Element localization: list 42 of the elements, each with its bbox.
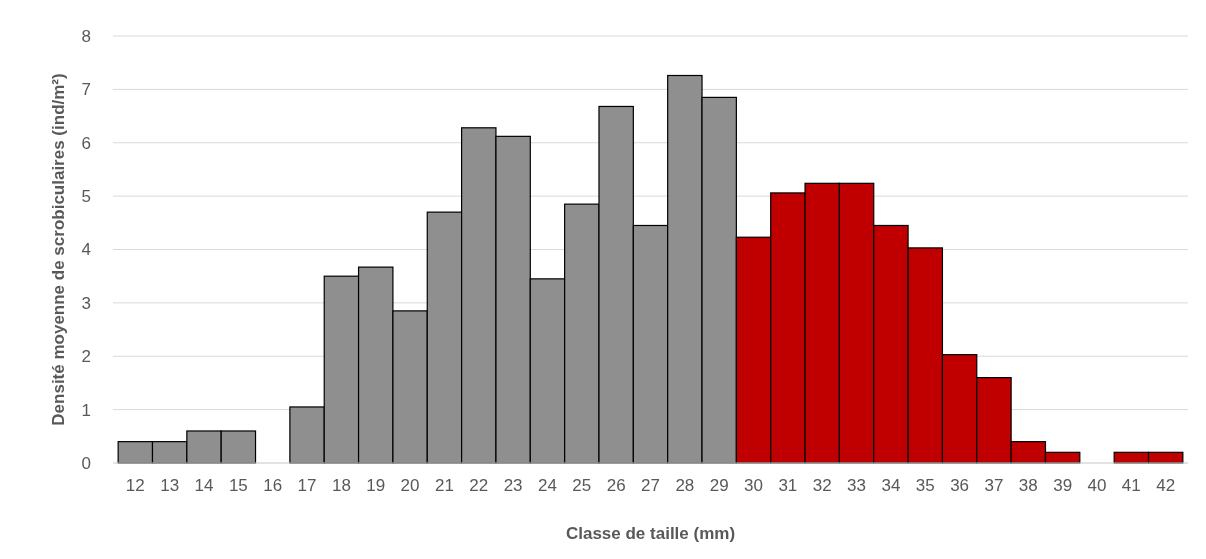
x-tick-label: 41	[1121, 476, 1141, 495]
x-tick-label: 20	[400, 476, 420, 495]
x-tick-label: 15	[228, 476, 248, 495]
y-tick-label: 8	[81, 26, 91, 46]
y-axis-title: Densité moyenne de scrobiculaires (ind/m²)	[49, 73, 68, 426]
x-tick-label: 21	[434, 476, 454, 495]
x-tick-label: 29	[709, 476, 729, 495]
x-tick-label: 22	[469, 476, 489, 495]
x-tick-label: 36	[950, 476, 970, 495]
x-tick-label: 16	[263, 476, 283, 495]
x-tick-label: 35	[915, 476, 935, 495]
x-tick-label: 31	[778, 476, 798, 495]
x-axis-title: Classe de taille (mm)	[565, 524, 736, 543]
x-tick-label: 24	[538, 476, 557, 495]
x-tick-label: 23	[503, 476, 523, 495]
x-tick-label: 17	[297, 476, 317, 495]
x-tick-label: 32	[812, 476, 832, 495]
x-tick-label: 19	[366, 476, 386, 495]
y-tick-label: 2	[81, 347, 91, 367]
y-tick-label: 3	[81, 293, 91, 313]
x-tick-label: 30	[744, 476, 763, 495]
y-tick-label: 1	[81, 400, 91, 420]
x-tick-label: 34	[881, 476, 901, 495]
x-tick-label: 28	[675, 476, 695, 495]
x-tick-label: 27	[641, 476, 660, 495]
x-tick-label: 40	[1087, 476, 1107, 495]
x-tick-label: 37	[984, 476, 1004, 495]
y-tick-label: 0	[81, 453, 91, 473]
x-tick-label: 42	[1156, 476, 1176, 495]
y-tick-label: 6	[81, 133, 91, 153]
y-tick-label: 4	[81, 240, 91, 260]
x-tick-label: 14	[194, 476, 214, 495]
x-tick-label: 25	[572, 476, 592, 495]
x-tick-label: 26	[606, 476, 626, 495]
x-tick-label: 33	[847, 476, 867, 495]
x-tick-label: 13	[160, 476, 180, 495]
x-tick-label: 38	[1018, 476, 1038, 495]
y-tick-label: 5	[81, 187, 91, 207]
x-tick-label: 39	[1053, 476, 1073, 495]
y-tick-label: 7	[81, 80, 91, 100]
x-tick-label: 18	[331, 476, 351, 495]
x-tick-label: 12	[125, 476, 145, 495]
